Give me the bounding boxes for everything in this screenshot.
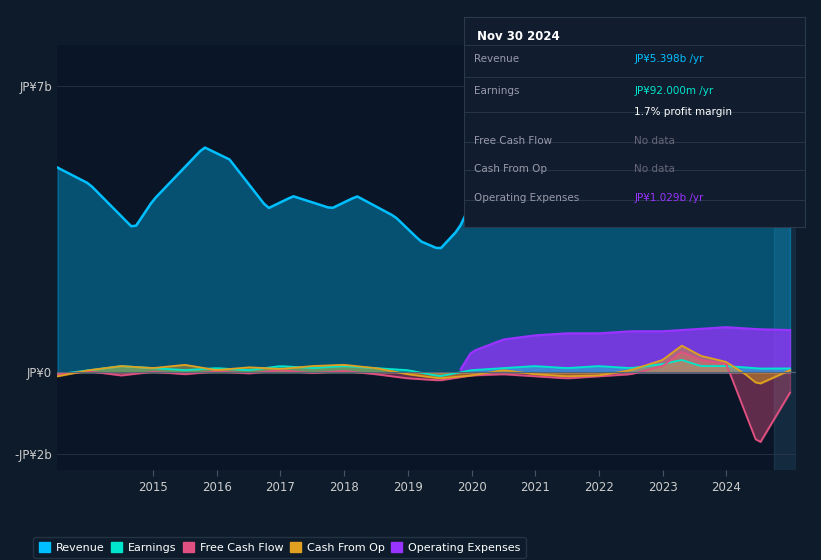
Text: 1.7% profit margin: 1.7% profit margin	[635, 108, 732, 118]
Text: Free Cash Flow: Free Cash Flow	[474, 136, 553, 146]
Text: JP¥1.029b /yr: JP¥1.029b /yr	[635, 193, 704, 203]
Text: JP¥92.000m /yr: JP¥92.000m /yr	[635, 86, 713, 96]
Text: Revenue: Revenue	[474, 54, 519, 64]
Text: Cash From Op: Cash From Op	[474, 164, 547, 174]
Text: Nov 30 2024: Nov 30 2024	[478, 30, 560, 44]
Text: Operating Expenses: Operating Expenses	[474, 193, 580, 203]
Bar	[774, 45, 796, 470]
Text: No data: No data	[635, 164, 675, 174]
Legend: Revenue, Earnings, Free Cash Flow, Cash From Op, Operating Expenses: Revenue, Earnings, Free Cash Flow, Cash …	[34, 537, 525, 558]
Text: Earnings: Earnings	[474, 86, 520, 96]
Text: JP¥5.398b /yr: JP¥5.398b /yr	[635, 54, 704, 64]
Text: No data: No data	[635, 136, 675, 146]
